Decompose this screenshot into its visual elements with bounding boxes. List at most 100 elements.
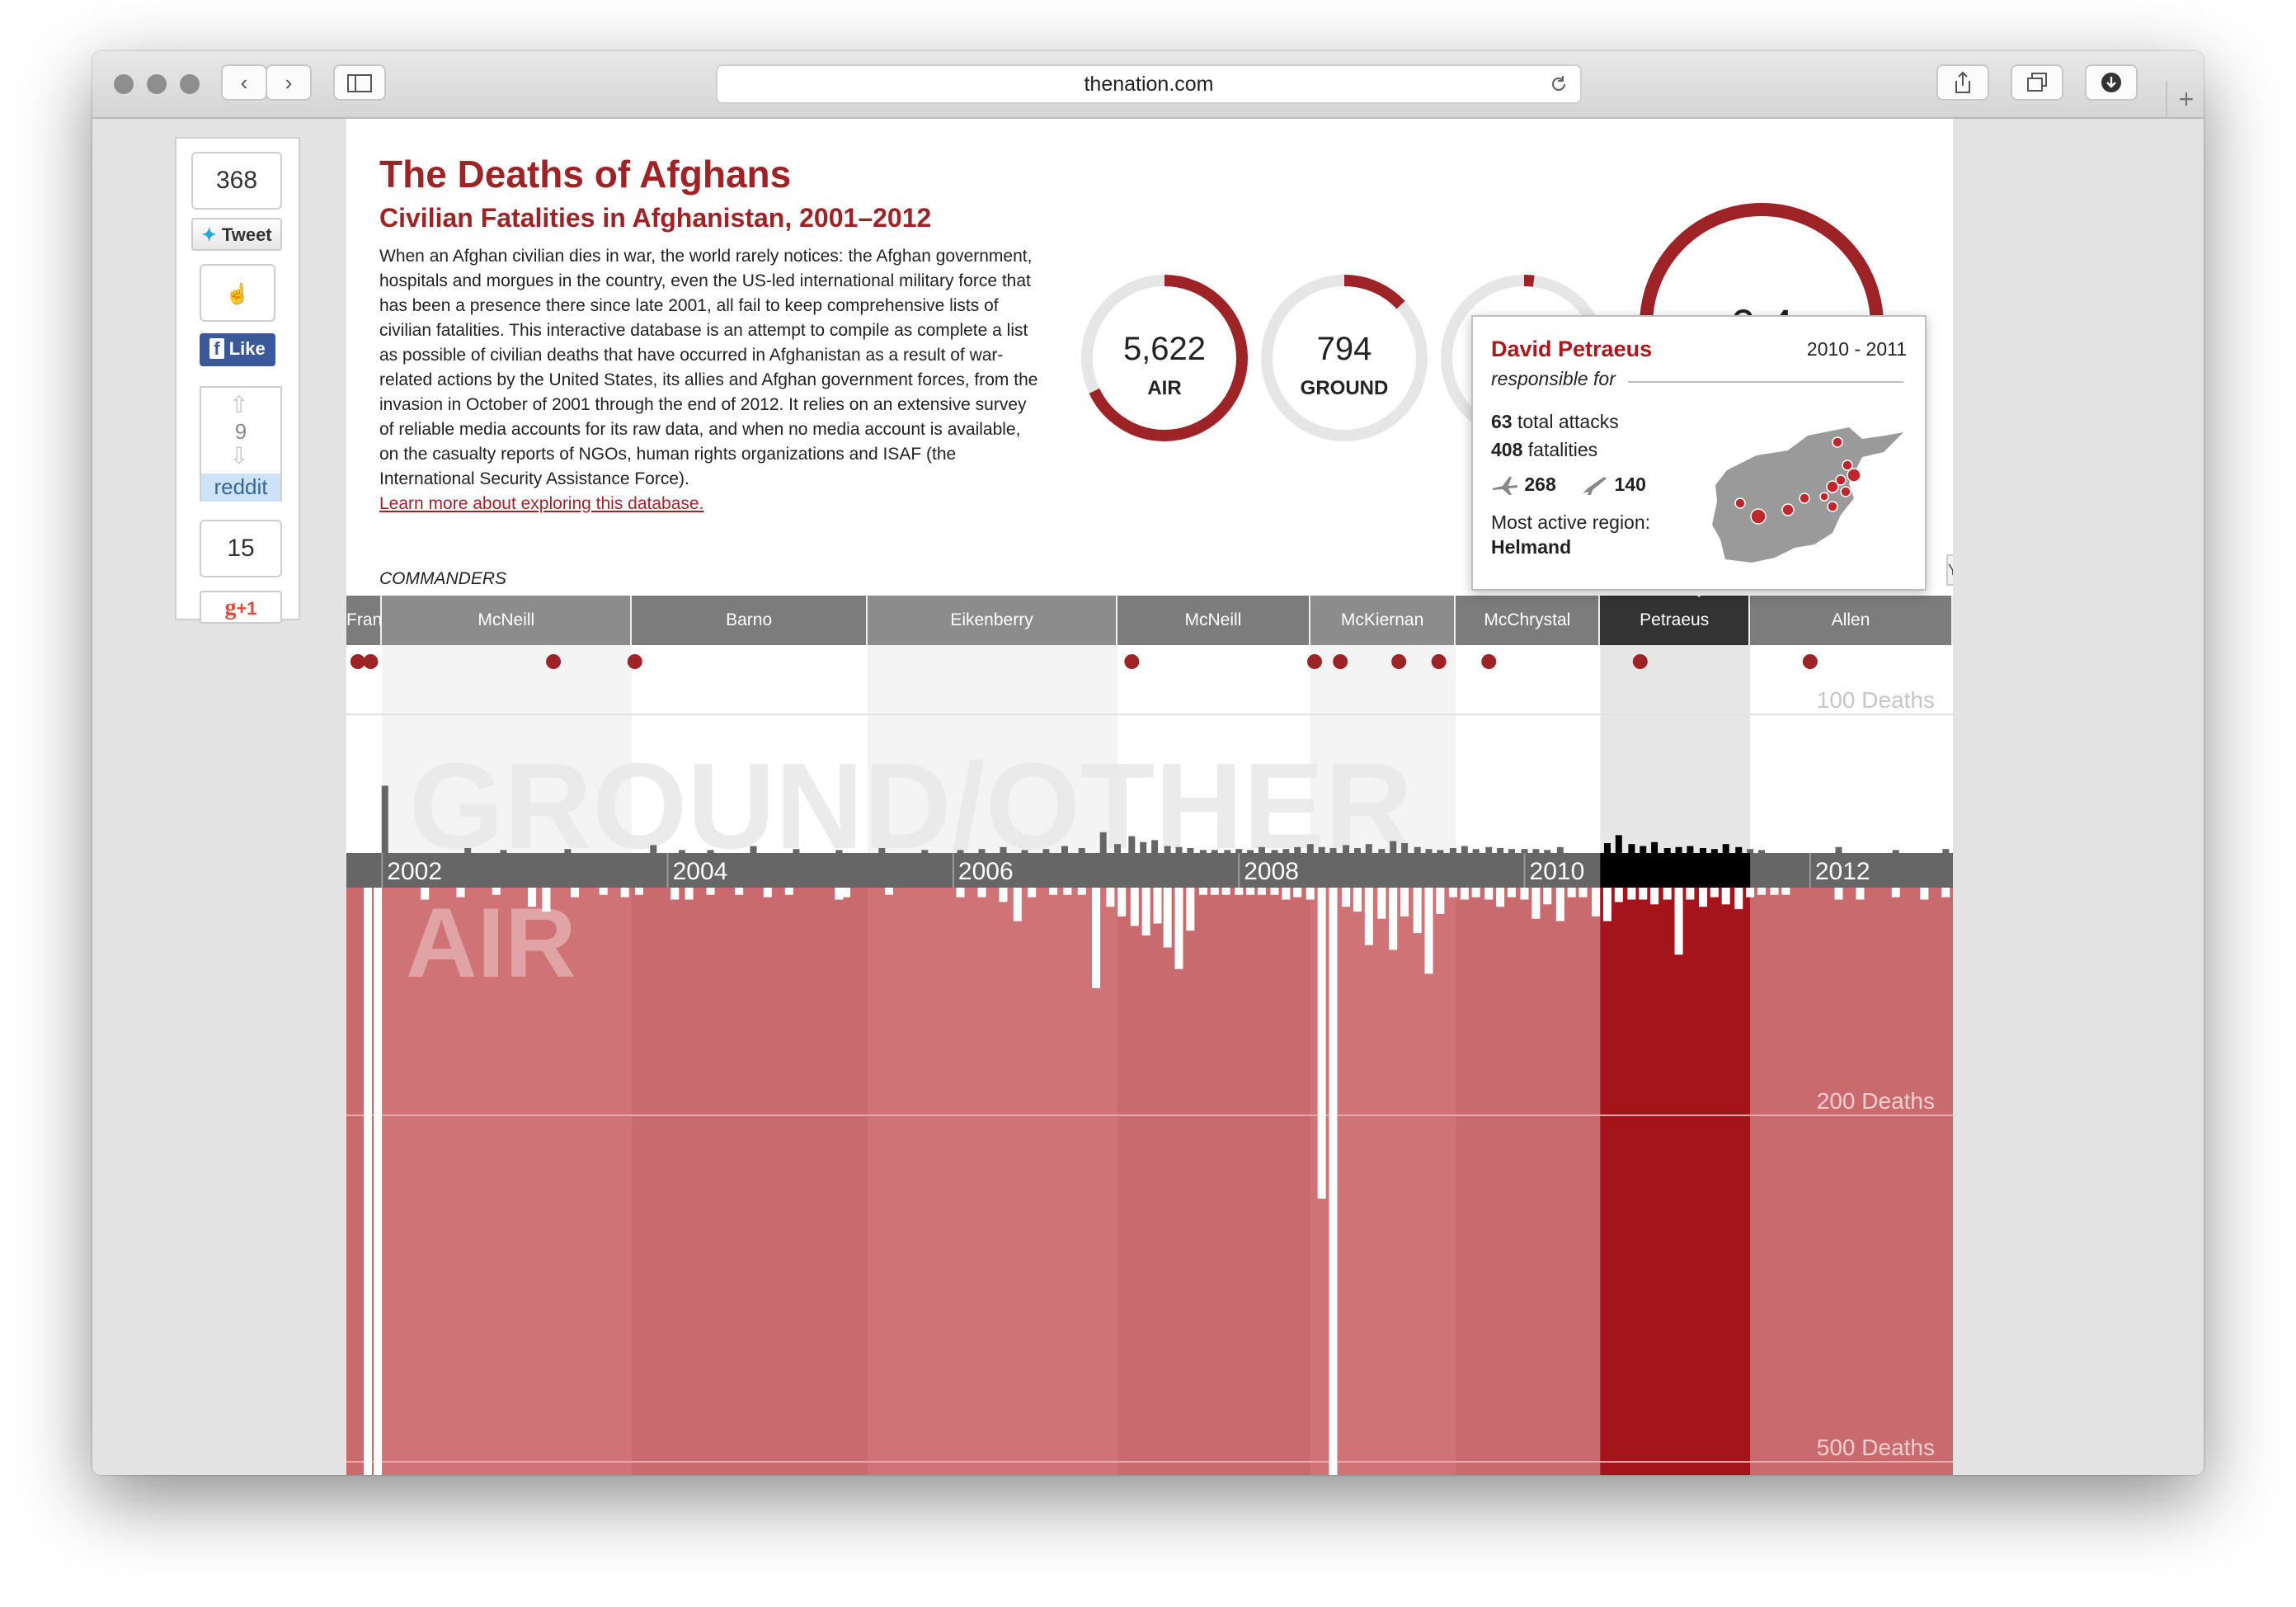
commander-eikenberry[interactable]: Eikenberry — [868, 596, 1118, 645]
air-bar[interactable] — [1460, 888, 1469, 900]
air-bar[interactable] — [492, 888, 501, 895]
ground-bar[interactable] — [500, 850, 507, 853]
air-bar[interactable] — [1130, 888, 1139, 926]
air-bar[interactable] — [1496, 888, 1505, 907]
ground-bar[interactable] — [1651, 841, 1658, 853]
air-bar[interactable] — [763, 888, 772, 898]
air-bar[interactable] — [1781, 888, 1790, 895]
air-bar[interactable] — [784, 888, 793, 895]
air-bar[interactable] — [1614, 888, 1623, 902]
tweet-button[interactable]: ✦ Tweet — [191, 218, 282, 251]
air-bar[interactable] — [1353, 888, 1362, 912]
air-bar[interactable] — [1555, 888, 1564, 921]
air-bar[interactable] — [1329, 888, 1338, 1475]
ground-bar[interactable] — [1414, 846, 1421, 853]
air-bar[interactable] — [1941, 888, 1950, 898]
downloads-button[interactable] — [2085, 64, 2138, 101]
ground-bar[interactable] — [878, 848, 886, 853]
air-bar[interactable] — [1543, 888, 1552, 905]
commander-mcneill[interactable]: McNeill — [382, 596, 633, 645]
air-bar[interactable] — [1282, 888, 1291, 900]
ground-bar[interactable] — [1140, 841, 1147, 853]
air-bar[interactable] — [956, 888, 965, 898]
event-dot[interactable] — [1481, 654, 1497, 669]
ground-bar[interactable] — [1710, 849, 1718, 853]
air-bar[interactable] — [1856, 888, 1865, 900]
air-bar[interactable] — [542, 888, 551, 912]
share-button[interactable] — [1936, 64, 1989, 101]
back-button[interactable]: ‹ — [221, 64, 267, 101]
air-bar[interactable] — [1028, 888, 1037, 898]
ground-bar[interactable] — [1390, 841, 1397, 853]
air-bar[interactable] — [1746, 888, 1755, 898]
forward-button[interactable]: › — [266, 64, 312, 101]
ground-bar[interactable] — [1544, 850, 1551, 853]
ground-bar[interactable] — [750, 846, 757, 853]
air-bar[interactable] — [1210, 888, 1219, 895]
air-bar[interactable] — [1221, 888, 1230, 895]
ground-bar[interactable] — [1318, 846, 1325, 853]
ground-bar[interactable] — [1687, 846, 1694, 853]
commander-petraeus[interactable]: Petraeus — [1600, 596, 1751, 645]
event-dot[interactable] — [1431, 654, 1447, 669]
ground-bar[interactable] — [1114, 844, 1122, 853]
ground-bar[interactable] — [793, 849, 800, 853]
ground-bar[interactable] — [1675, 846, 1682, 853]
air-bar[interactable] — [1436, 888, 1445, 914]
air-bar[interactable] — [1592, 888, 1601, 917]
air-bar[interactable] — [1520, 888, 1529, 900]
air-bar[interactable] — [1424, 888, 1433, 974]
air-bar[interactable] — [1306, 888, 1315, 900]
air-bar[interactable] — [1293, 888, 1302, 898]
ground-bar[interactable] — [1472, 849, 1480, 853]
ground-bar[interactable] — [1258, 846, 1265, 853]
ground-bar[interactable] — [1187, 848, 1194, 853]
air-bar[interactable] — [1531, 888, 1541, 919]
tabs-button[interactable] — [2011, 64, 2063, 101]
ground-bar[interactable] — [1061, 846, 1068, 853]
air-bar[interactable] — [374, 888, 383, 1475]
commander-mcchrystal[interactable]: McChrystal — [1456, 596, 1601, 645]
air-bar[interactable] — [1092, 888, 1101, 988]
learn-more-link[interactable]: Learn more about exploring this database… — [379, 494, 704, 513]
ground-bar[interactable] — [1224, 850, 1231, 853]
air-bar[interactable] — [1413, 888, 1422, 934]
ground-bar[interactable] — [1271, 850, 1278, 853]
air-bar[interactable] — [1400, 888, 1409, 917]
air-bar[interactable] — [1471, 888, 1480, 898]
ground-bar[interactable] — [957, 850, 964, 853]
air-bar[interactable] — [1567, 888, 1576, 898]
ground-bar[interactable] — [1485, 846, 1493, 853]
air-bar[interactable] — [1507, 888, 1516, 898]
close-window-button[interactable] — [114, 74, 134, 94]
event-dot[interactable] — [1632, 654, 1648, 669]
ground-bar[interactable] — [1343, 845, 1350, 853]
air-bar[interactable] — [1077, 888, 1086, 895]
air-bar[interactable] — [1920, 888, 1929, 900]
downvote-icon[interactable]: ⇩ — [229, 443, 249, 469]
ground-bar[interactable] — [564, 849, 572, 853]
air-bar[interactable] — [1448, 888, 1457, 898]
event-dot[interactable] — [1306, 654, 1322, 669]
air-bar[interactable] — [1153, 888, 1162, 924]
ground-bar[interactable] — [1235, 849, 1243, 853]
air-bar[interactable] — [706, 888, 715, 895]
air-bar[interactable] — [456, 888, 465, 898]
ground-bar[interactable] — [1151, 840, 1159, 853]
event-dot[interactable] — [546, 654, 562, 669]
ground-bar[interactable] — [1663, 848, 1671, 853]
zoom-window-button[interactable] — [180, 74, 200, 94]
upvote-icon[interactable]: ⇧ — [229, 392, 249, 417]
ground-bar[interactable] — [1247, 850, 1254, 853]
air-bar[interactable] — [528, 888, 537, 907]
air-bar[interactable] — [1484, 888, 1494, 900]
ground-bar[interactable] — [1078, 848, 1085, 853]
air-bar[interactable] — [1186, 888, 1195, 931]
ground-bar[interactable] — [1306, 844, 1314, 853]
air-bar[interactable] — [1235, 888, 1244, 895]
air-bar[interactable] — [1891, 888, 1900, 898]
air-bar[interactable] — [1342, 888, 1351, 907]
gplus-button[interactable]: g+1 — [200, 591, 282, 624]
ground-bar[interactable] — [1508, 849, 1515, 853]
air-bar[interactable] — [1674, 888, 1683, 955]
